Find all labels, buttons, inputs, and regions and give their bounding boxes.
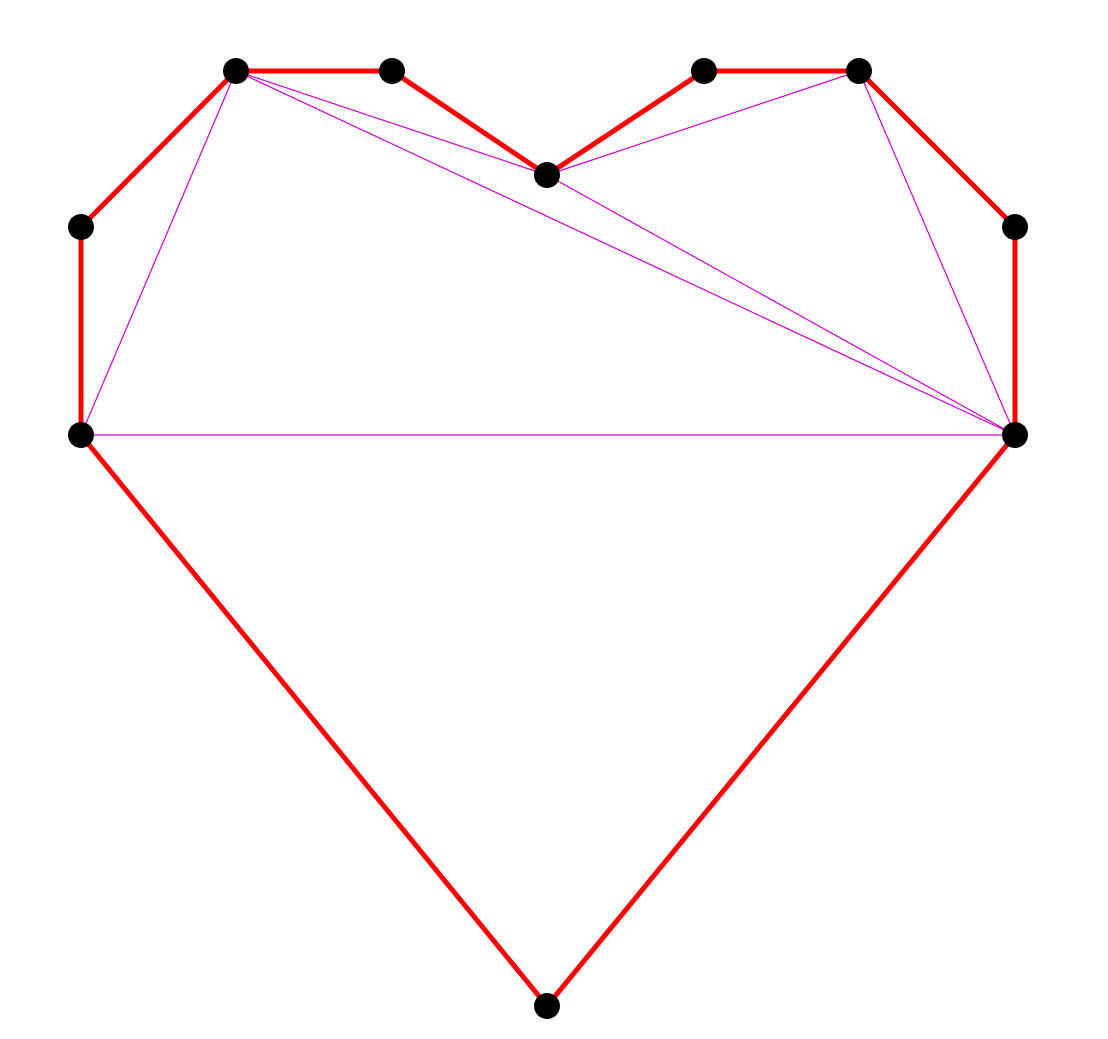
boundary-edge-v10-v1	[78, 68, 239, 230]
diagonal-v5-v7	[858, 70, 1016, 436]
diagonal-v1-v7	[235, 70, 1016, 436]
diagonal-v3-v7	[546, 174, 1016, 436]
vertex-v10	[68, 214, 94, 240]
vertex-v6	[1002, 214, 1028, 240]
vertex-v8	[534, 993, 560, 1019]
boundary-edge-v7-v8	[544, 432, 1018, 1009]
vertex-v7	[1002, 422, 1028, 448]
vertex-v3	[534, 162, 560, 188]
vertex-v1	[223, 58, 249, 84]
diagonal-v3-v5	[546, 70, 860, 176]
vertex-v4	[691, 58, 717, 84]
diagonal-v1-v9	[80, 70, 237, 436]
vertex-v5	[846, 58, 872, 84]
boundary-edges-layer	[78, 68, 1018, 1009]
boundary-edge-v3-v4	[544, 68, 707, 178]
diagonals-layer	[80, 70, 1016, 436]
vertex-v2	[379, 58, 405, 84]
diagonal-v1-v3	[235, 70, 548, 176]
vertices-layer	[68, 58, 1028, 1019]
boundary-edge-v2-v3	[389, 68, 550, 178]
boundary-edge-v5-v6	[856, 68, 1018, 230]
vertex-v9	[68, 422, 94, 448]
boundary-edge-v8-v9	[78, 432, 550, 1009]
